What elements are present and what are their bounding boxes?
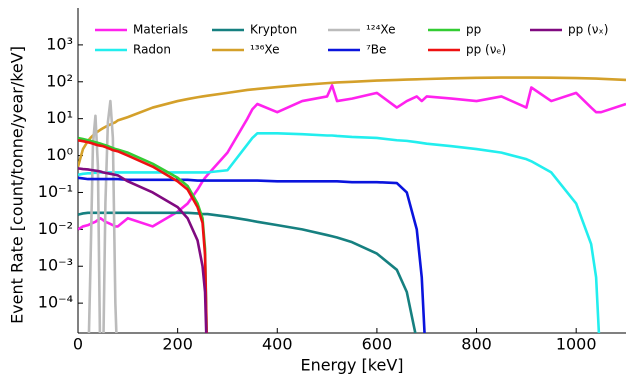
series-line [78,211,417,333]
x-tick-label: 1000 [556,335,597,354]
series-line [87,99,118,333]
y-tick-label: 10³ [46,34,73,53]
legend-label: Radon [133,43,171,57]
y-tick-label: 10⁻³ [38,256,73,275]
y-tick-label: 10⁻¹ [38,182,73,201]
series-line [78,176,426,333]
y-axis-label: Event Rate [count/tonne/year/keV] [8,46,27,324]
x-tick-label: 800 [461,335,492,354]
legend-label: ¹²⁴Xe [366,23,396,37]
series-line [78,76,626,168]
y-tick-label: 10⁻⁴ [38,293,73,312]
y-tick-label: 10⁻² [38,219,73,238]
legend-label: pp (νₑ) [466,43,506,57]
legend-label: Materials [133,23,188,37]
legend-label: Krypton [250,23,297,37]
legend-label: ⁷Be [366,43,386,57]
series-line [78,136,208,333]
y-tick-label: 10² [46,71,73,90]
legend-label: pp [466,23,481,37]
x-tick-label: 0 [73,335,83,354]
x-tick-label: 400 [262,335,293,354]
x-axis-label: Energy [keV] [300,356,403,375]
legend-label: ¹³⁶Xe [250,43,280,57]
x-tick-label: 200 [162,335,193,354]
series-line [78,138,208,333]
y-tick-label: 10¹ [46,108,73,127]
y-tick-label: 10⁰ [46,145,73,164]
plot-area [78,76,626,333]
x-tick-label: 600 [362,335,393,354]
series-line [78,167,208,333]
legend-label: pp (νₓ) [568,23,608,37]
series-line [78,84,626,231]
